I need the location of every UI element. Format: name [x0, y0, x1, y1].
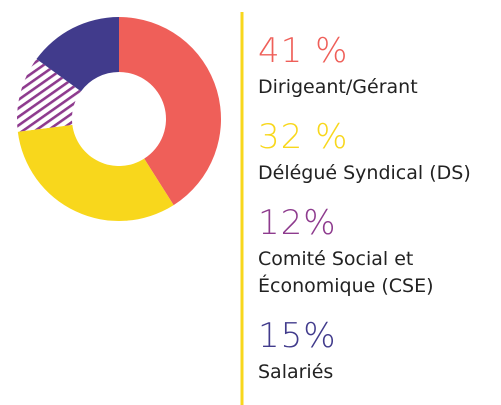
legend-entry: 15% Salariés: [258, 313, 498, 386]
legend-label: Dirigeant/Gérant: [258, 76, 418, 98]
donut-slice: [17, 124, 174, 221]
donut-slice: [17, 59, 81, 132]
legend-value: 32 %: [258, 117, 349, 157]
legend-label: Comité Social et Économique (CSE): [258, 248, 434, 297]
legend-label: Délégué Syndical (DS): [258, 162, 471, 184]
legend-value: 15%: [258, 316, 337, 356]
legend-value: 41 %: [258, 31, 349, 71]
legend-label: Salariés: [258, 361, 334, 383]
legend-entry: 12% Comité Social et Économique (CSE): [258, 200, 498, 300]
donut-slice: [119, 17, 222, 206]
legend: 41 % Dirigeant/Gérant 32 % Délégué Syndical…: [258, 28, 498, 399]
legend-value: 12%: [258, 203, 337, 243]
legend-entry: 41 % Dirigeant/Gérant: [258, 28, 498, 101]
donut-slice: [36, 17, 119, 92]
legend-entry: 32 % Délégué Syndical (DS): [258, 114, 498, 187]
